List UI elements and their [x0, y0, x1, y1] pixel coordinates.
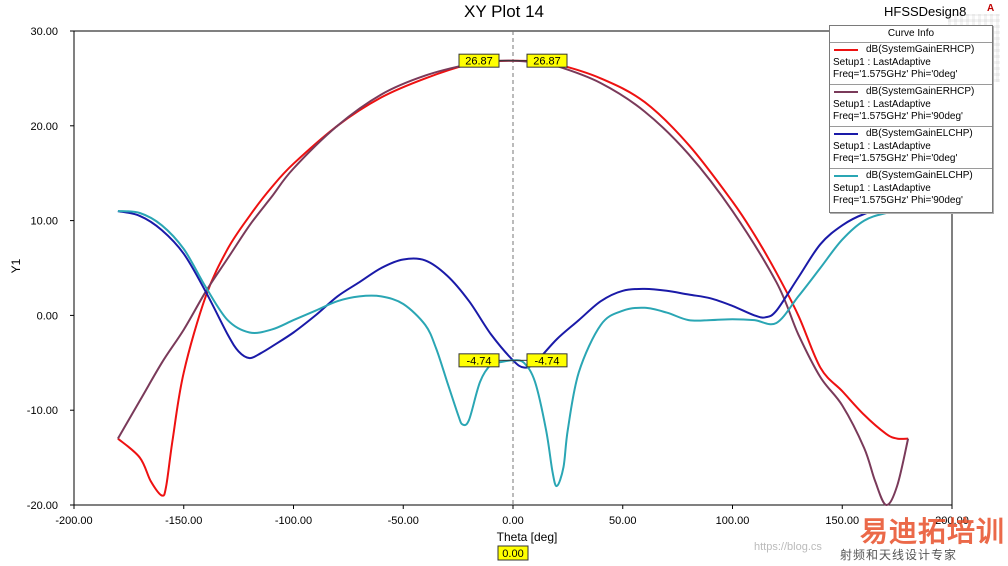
legend-series-setup: Setup1 : LastAdaptive: [833, 183, 931, 194]
marker-label: -4.74: [534, 355, 559, 367]
legend-series-params: Freq='1.575GHz' Phi='90deg': [833, 195, 963, 206]
design-name: HFSSDesign8: [884, 4, 967, 19]
legend-series-setup: Setup1 : LastAdaptive: [833, 141, 931, 152]
legend-entry[interactable]: dB(SystemGainELCHP) Setup1 : LastAdaptiv…: [830, 169, 992, 210]
watermark-tagline: 射频和天线设计专家: [840, 548, 958, 562]
legend-series-name: dB(SystemGainELCHP): [866, 128, 973, 139]
y-tick-label: 0.00: [37, 310, 58, 322]
legend-entry[interactable]: dB(SystemGainERHCP) Setup1 : LastAdaptiv…: [830, 43, 992, 85]
y-tick-label: 30.00: [30, 26, 58, 38]
legend-series-setup: Setup1 : LastAdaptive: [833, 99, 931, 110]
x-tick-label: -150.00: [165, 515, 202, 527]
cursor-readout-label: 0.00: [502, 548, 523, 560]
design-logo-icon: A: [987, 3, 995, 14]
legend-series-params: Freq='1.575GHz' Phi='0deg': [833, 153, 958, 164]
marker-label: 26.87: [465, 56, 493, 68]
x-tick-label: -100.00: [275, 515, 312, 527]
legend-series-params: Freq='1.575GHz' Phi='0deg': [833, 69, 958, 80]
marker-box: [458, 53, 500, 68]
cursor-readout-box: [497, 545, 529, 561]
y-tick-label: 20.00: [30, 121, 58, 133]
legend-entry[interactable]: dB(SystemGainERHCP) Setup1 : LastAdaptiv…: [830, 85, 992, 127]
y-tick-label: -20.00: [27, 500, 58, 512]
marker-box: [526, 53, 568, 68]
x-tick-label: -50.00: [388, 515, 419, 527]
x-tick-label: 200.00: [935, 515, 969, 527]
x-axis-label: Theta [deg]: [497, 530, 558, 544]
legend-swatch: [834, 91, 858, 93]
legend-series-name: dB(SystemGainERHCP): [866, 44, 975, 55]
legend-series-name: dB(SystemGainELCHP): [866, 170, 973, 181]
y-tick-label: 10.00: [30, 216, 58, 228]
x-tick-label: 100.00: [716, 515, 750, 527]
legend-series-params: Freq='1.575GHz' Phi='90deg': [833, 111, 963, 122]
marker-box: [458, 353, 500, 368]
y-axis-label: Y1: [9, 258, 23, 273]
marker-box: [526, 353, 568, 368]
legend-swatch: [834, 175, 858, 177]
legend-title: Curve Info: [830, 26, 992, 43]
x-tick-label: 150.00: [825, 515, 859, 527]
y-tick-label: -10.00: [27, 405, 58, 417]
x-tick-label: -200.00: [55, 515, 92, 527]
marker-label: -4.74: [466, 355, 491, 367]
legend-swatch: [834, 49, 858, 51]
chart-title: XY Plot 14: [463, 2, 545, 21]
legend-series-name: dB(SystemGainERHCP): [866, 86, 975, 97]
watermark-logo: 易迪拓培训: [860, 516, 1006, 547]
watermark-url: https://blog.cs: [754, 541, 822, 553]
x-tick-label: 0.00: [502, 515, 523, 527]
legend[interactable]: Curve Info dB(SystemGainERHCP) Setup1 : …: [829, 25, 993, 213]
marker-label: 26.87: [533, 56, 561, 68]
legend-entry[interactable]: dB(SystemGainELCHP) Setup1 : LastAdaptiv…: [830, 127, 992, 169]
legend-series-setup: Setup1 : LastAdaptive: [833, 57, 931, 68]
x-tick-label: 50.00: [609, 515, 637, 527]
legend-swatch: [834, 133, 858, 135]
